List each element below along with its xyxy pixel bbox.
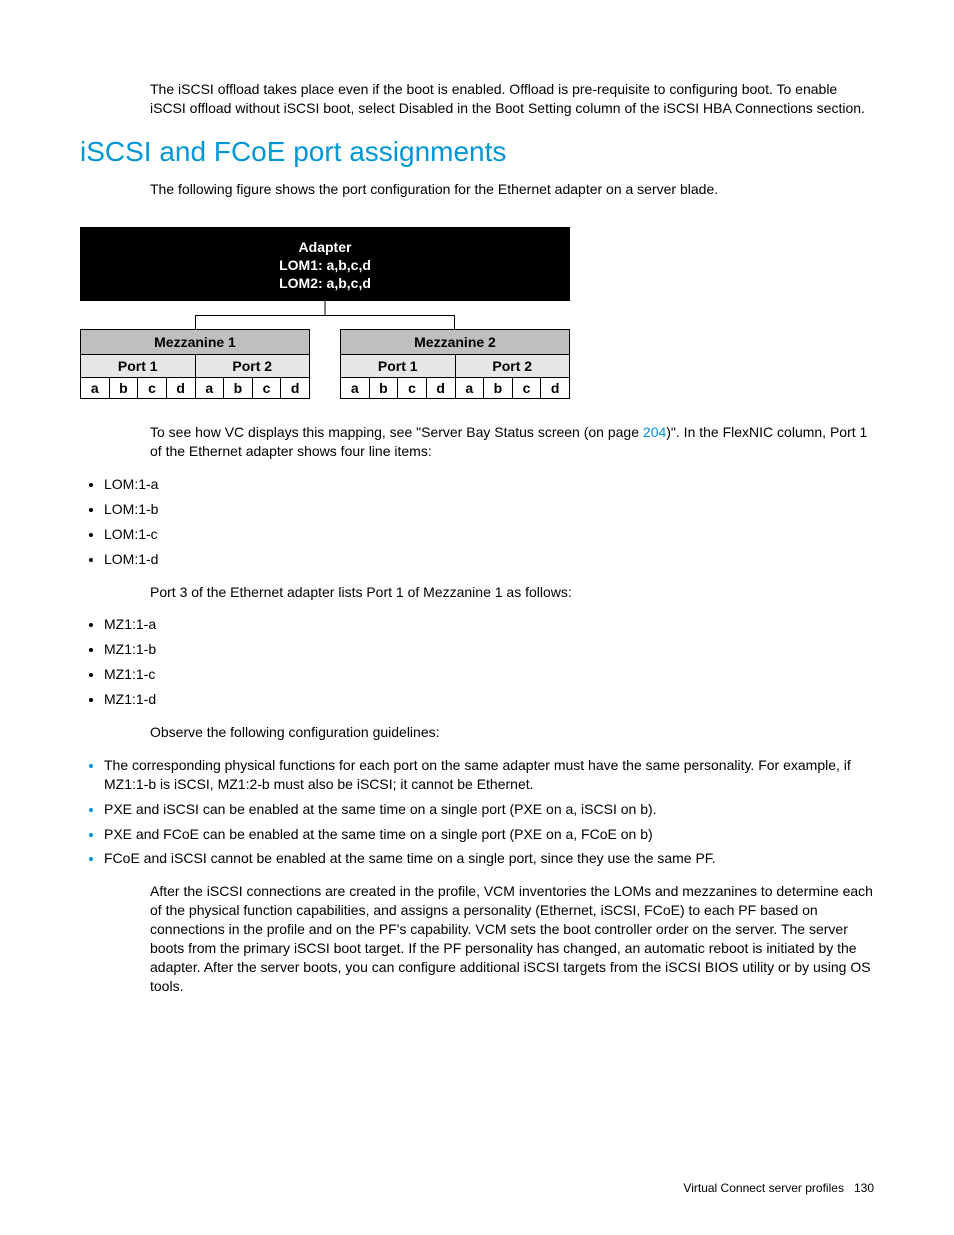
mapping-pre: To see how VC displays this mapping, see… xyxy=(150,424,643,440)
list-item: LOM:1-c xyxy=(104,525,874,544)
mezz1-letter: a xyxy=(196,378,225,399)
adapter-diagram: Adapter LOM1: a,b,c,d LOM2: a,b,c,d Mezz… xyxy=(80,227,570,400)
mezz2-letter: b xyxy=(484,378,513,399)
port3-paragraph: Port 3 of the Ethernet adapter lists Por… xyxy=(150,583,874,602)
mezzanine-1-header: Mezzanine 1 xyxy=(80,329,310,355)
list-item: MZ1:1-d xyxy=(104,690,874,709)
mz-list: MZ1:1-a MZ1:1-b MZ1:1-c MZ1:1-d xyxy=(80,615,874,709)
mezz1-letter: d xyxy=(281,378,310,399)
mezz1-letter: d xyxy=(167,378,196,399)
mezz2-port2: Port 2 xyxy=(456,355,571,378)
mezz1-letter: c xyxy=(138,378,167,399)
mezz2-letter: c xyxy=(513,378,542,399)
guidelines-list: The corresponding physical functions for… xyxy=(80,756,874,868)
list-item: MZ1:1-c xyxy=(104,665,874,684)
page: The iSCSI offload takes place even if th… xyxy=(0,0,954,1235)
mezz2-letter: a xyxy=(456,378,485,399)
mezz2-port1: Port 1 xyxy=(340,355,456,378)
list-item: LOM:1-b xyxy=(104,500,874,519)
list-item: LOM:1-d xyxy=(104,550,874,569)
adapter-lom1: LOM1: a,b,c,d xyxy=(81,256,569,274)
footer-text: Virtual Connect server profiles xyxy=(683,1181,844,1195)
mezz1-port2: Port 2 xyxy=(196,355,311,378)
list-item: The corresponding physical functions for… xyxy=(104,756,874,794)
list-item: FCoE and iSCSI cannot be enabled at the … xyxy=(104,849,874,868)
mezzanine-2-header: Mezzanine 2 xyxy=(340,329,570,355)
mezz2-letter: b xyxy=(370,378,399,399)
mezz1-letter: b xyxy=(110,378,139,399)
mezz2-letter: a xyxy=(340,378,370,399)
mezz1-letter: c xyxy=(253,378,282,399)
intro-paragraph: The iSCSI offload takes place even if th… xyxy=(150,80,874,118)
list-item: PXE and iSCSI can be enabled at the same… xyxy=(104,800,874,819)
section-heading: iSCSI and FCoE port assignments xyxy=(80,136,874,168)
list-item: MZ1:1-a xyxy=(104,615,874,634)
mezz1-letter: b xyxy=(224,378,253,399)
page-footer: Virtual Connect server profiles 130 xyxy=(683,1181,874,1195)
mezzanine-2: Mezzanine 2 Port 1 Port 2 a b c d a b c … xyxy=(340,329,570,399)
closing-paragraph: After the iSCSI connections are created … xyxy=(150,882,874,995)
lom-list: LOM:1-a LOM:1-b LOM:1-c LOM:1-d xyxy=(80,475,874,569)
figure-intro-paragraph: The following figure shows the port conf… xyxy=(150,180,874,199)
mezz2-letter: c xyxy=(398,378,427,399)
adapter-title: Adapter xyxy=(81,238,569,256)
list-item: PXE and FCoE can be enabled at the same … xyxy=(104,825,874,844)
mezz2-letter: d xyxy=(541,378,570,399)
footer-page-number: 130 xyxy=(854,1181,874,1195)
mezz2-letter: d xyxy=(427,378,456,399)
adapter-box: Adapter LOM1: a,b,c,d LOM2: a,b,c,d xyxy=(80,227,570,302)
guidelines-paragraph: Observe the following configuration guid… xyxy=(150,723,874,742)
mezzanine-1: Mezzanine 1 Port 1 Port 2 a b c d a b c … xyxy=(80,329,310,399)
list-item: MZ1:1-b xyxy=(104,640,874,659)
mezz1-letter: a xyxy=(80,378,110,399)
mezz1-port1: Port 1 xyxy=(80,355,196,378)
list-item: LOM:1-a xyxy=(104,475,874,494)
mezzanine-row: Mezzanine 1 Port 1 Port 2 a b c d a b c … xyxy=(80,329,570,399)
page-link[interactable]: 204 xyxy=(643,424,666,440)
adapter-lom2: LOM2: a,b,c,d xyxy=(81,274,569,292)
mapping-paragraph: To see how VC displays this mapping, see… xyxy=(150,423,874,461)
